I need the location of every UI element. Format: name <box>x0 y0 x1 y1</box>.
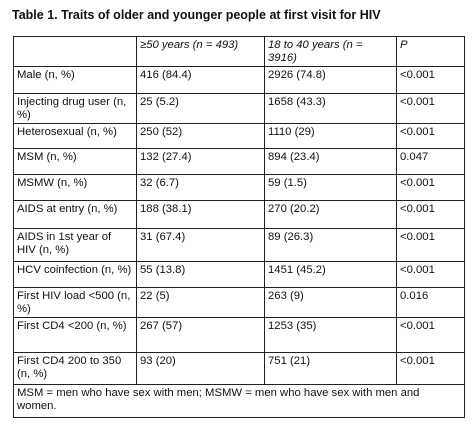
table-cell: 751 (21) <box>264 352 397 385</box>
header-cell: 18 to 40 years (n = 3916) <box>264 36 397 67</box>
table-cell: 1253 (35) <box>264 317 397 353</box>
table-cell: <0.001 <box>396 228 465 262</box>
table-cell: 132 (27.4) <box>136 148 265 175</box>
table-cell: <0.001 <box>396 352 465 385</box>
table-cell: 31 (67.4) <box>136 228 265 262</box>
row-label: First HIV load <500 (n, %) <box>13 287 137 318</box>
table-cell: <0.001 <box>396 66 465 94</box>
row-label: AIDS in 1st year of HIV (n, %) <box>13 228 137 262</box>
table-row: First CD4 <200 (n, %) 267 (57) 1253 (35) <0… <box>13 317 465 353</box>
row-label: HCV coinfection (n, %) <box>13 261 137 288</box>
row-label: First CD4 200 to 350 (n, %) <box>13 352 137 385</box>
header-cell: P <box>396 36 465 67</box>
table-row: AIDS in 1st year of HIV (n, %) 31 (67.4) 8… <box>13 228 465 262</box>
table-cell: 89 (26.3) <box>264 228 397 262</box>
table-cell: <0.001 <box>396 200 465 229</box>
table-cell: <0.001 <box>396 317 465 353</box>
table-cell: 32 (6.7) <box>136 174 265 201</box>
table-cell: 59 (1.5) <box>264 174 397 201</box>
table-cell: 263 (9) <box>264 287 397 318</box>
row-label: First CD4 <200 (n, %) <box>13 317 137 353</box>
table-row: AIDS at entry (n, %) 188 (38.1) 270 (20.2)… <box>13 200 465 229</box>
table-cell: 416 (84.4) <box>136 66 265 94</box>
table-row: Injecting drug user (n, %) 25 (5.2) 1658 (… <box>13 93 465 124</box>
row-label: Male (n, %) <box>13 66 137 94</box>
table-body: Male (n, %) 416 (84.4) 2926 (74.8) <0.001 In… <box>13 66 465 418</box>
table-cell: 270 (20.2) <box>264 200 397 229</box>
table-row: Male (n, %) 416 (84.4) 2926 (74.8) <0.001 <box>13 66 465 94</box>
table-cell: 0.016 <box>396 287 465 318</box>
row-label: AIDS at entry (n, %) <box>13 200 137 229</box>
table-cell: <0.001 <box>396 123 465 149</box>
table-header: ≥50 years (n = 493) 18 to 40 years (n = 3… <box>13 36 465 67</box>
data-table: ≥50 years (n = 493) 18 to 40 years (n = 3… <box>13 36 465 418</box>
table-row: HCV coinfection (n, %) 55 (13.8) 1451 (45.… <box>13 261 465 288</box>
table-cell: 25 (5.2) <box>136 93 265 124</box>
table-cell: 1110 (29) <box>264 123 397 149</box>
table-cell: 188 (38.1) <box>136 200 265 229</box>
table-cell: 1658 (43.3) <box>264 93 397 124</box>
row-label: Heterosexual (n, %) <box>13 123 137 149</box>
table-row: MSMW (n, %) 32 (6.7) 59 (1.5) <0.001 <box>13 174 465 201</box>
table-cell: 2926 (74.8) <box>264 66 397 94</box>
header-cell: ≥50 years (n = 493) <box>136 36 265 67</box>
table-cell: 267 (57) <box>136 317 265 353</box>
table-note: MSM = men who have sex with men; MSMW = … <box>13 384 465 418</box>
row-label: MSMW (n, %) <box>13 174 137 201</box>
table-row: First CD4 200 to 350 (n, %) 93 (20) 751 (2… <box>13 352 465 385</box>
header-row: ≥50 years (n = 493) 18 to 40 years (n = 3… <box>13 36 465 67</box>
table-cell: <0.001 <box>396 174 465 201</box>
table-cell: 1451 (45.2) <box>264 261 397 288</box>
table-cell: 0.047 <box>396 148 465 175</box>
table-cell: 22 (5) <box>136 287 265 318</box>
table-cell: 894 (23.4) <box>264 148 397 175</box>
table-row: Heterosexual (n, %) 250 (52) 1110 (29) <0.0… <box>13 123 465 149</box>
table-cell: 250 (52) <box>136 123 265 149</box>
table-row: First HIV load <500 (n, %) 22 (5) 263 (9) 0… <box>13 287 465 318</box>
row-label: Injecting drug user (n, %) <box>13 93 137 124</box>
row-label: MSM (n, %) <box>13 148 137 175</box>
table-cell: 93 (20) <box>136 352 265 385</box>
table-cell: <0.001 <box>396 93 465 124</box>
header-cell <box>13 36 137 67</box>
table-cell: 55 (13.8) <box>136 261 265 288</box>
table-title: Table 1. Traits of older and younger peo… <box>12 8 381 22</box>
note-row: MSM = men who have sex with men; MSMW = … <box>13 384 465 418</box>
table-cell: <0.001 <box>396 261 465 288</box>
table-row: MSM (n, %) 132 (27.4) 894 (23.4) 0.047 <box>13 148 465 175</box>
